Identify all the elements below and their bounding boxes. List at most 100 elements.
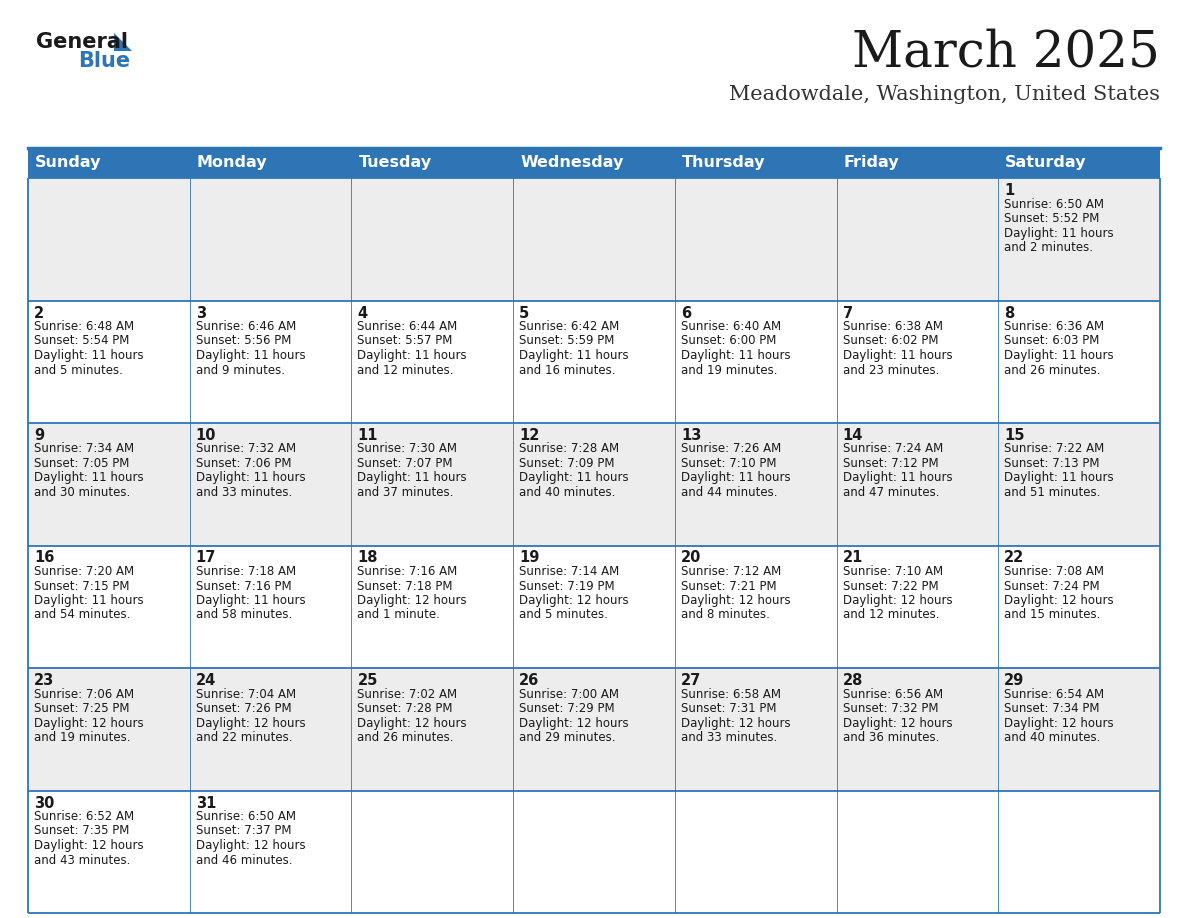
- Text: Daylight: 11 hours: Daylight: 11 hours: [842, 472, 953, 485]
- Text: 20: 20: [681, 551, 701, 565]
- Bar: [190, 790, 352, 913]
- Text: and 43 minutes.: and 43 minutes.: [34, 854, 131, 867]
- Text: Daylight: 12 hours: Daylight: 12 hours: [358, 717, 467, 730]
- Text: Sunrise: 6:50 AM: Sunrise: 6:50 AM: [1004, 197, 1105, 210]
- Text: Daylight: 12 hours: Daylight: 12 hours: [1004, 594, 1114, 607]
- Text: Sunset: 7:26 PM: Sunset: 7:26 PM: [196, 702, 291, 715]
- Text: Sunrise: 7:16 AM: Sunrise: 7:16 AM: [358, 565, 457, 578]
- Text: Sunrise: 7:30 AM: Sunrise: 7:30 AM: [358, 442, 457, 455]
- Text: Daylight: 11 hours: Daylight: 11 hours: [519, 472, 628, 485]
- Text: 24: 24: [196, 673, 216, 688]
- Text: Friday: Friday: [843, 155, 899, 171]
- Text: Daylight: 11 hours: Daylight: 11 hours: [681, 472, 790, 485]
- Text: and 40 minutes.: and 40 minutes.: [519, 486, 615, 499]
- Text: Daylight: 12 hours: Daylight: 12 hours: [1004, 717, 1114, 730]
- Text: and 12 minutes.: and 12 minutes.: [842, 609, 939, 621]
- Text: Sunset: 7:34 PM: Sunset: 7:34 PM: [1004, 702, 1100, 715]
- Text: Sunrise: 7:04 AM: Sunrise: 7:04 AM: [196, 688, 296, 700]
- Text: and 33 minutes.: and 33 minutes.: [196, 486, 292, 499]
- Bar: [675, 300, 836, 423]
- Text: and 23 minutes.: and 23 minutes.: [842, 364, 939, 376]
- Text: 16: 16: [34, 551, 55, 565]
- Bar: [29, 668, 190, 790]
- Text: and 33 minutes.: and 33 minutes.: [681, 731, 777, 744]
- Text: Sunrise: 7:32 AM: Sunrise: 7:32 AM: [196, 442, 296, 455]
- Text: 12: 12: [519, 428, 539, 443]
- Text: Sunset: 7:05 PM: Sunset: 7:05 PM: [34, 457, 129, 470]
- Bar: [675, 545, 836, 668]
- Text: 15: 15: [1004, 428, 1025, 443]
- Text: Sunset: 7:18 PM: Sunset: 7:18 PM: [358, 579, 453, 592]
- Text: Sunset: 7:35 PM: Sunset: 7:35 PM: [34, 824, 129, 837]
- Text: and 5 minutes.: and 5 minutes.: [519, 609, 608, 621]
- Bar: [513, 790, 675, 913]
- Bar: [29, 300, 190, 423]
- Text: Daylight: 11 hours: Daylight: 11 hours: [34, 594, 144, 607]
- Text: Daylight: 11 hours: Daylight: 11 hours: [1004, 227, 1114, 240]
- Text: 14: 14: [842, 428, 862, 443]
- Text: Sunrise: 7:28 AM: Sunrise: 7:28 AM: [519, 442, 619, 455]
- Text: Sunrise: 7:12 AM: Sunrise: 7:12 AM: [681, 565, 781, 578]
- Text: Sunset: 5:56 PM: Sunset: 5:56 PM: [196, 334, 291, 348]
- Text: Saturday: Saturday: [1005, 155, 1087, 171]
- Bar: [513, 178, 675, 300]
- Text: and 16 minutes.: and 16 minutes.: [519, 364, 615, 376]
- Text: Sunset: 7:25 PM: Sunset: 7:25 PM: [34, 702, 129, 715]
- Text: and 8 minutes.: and 8 minutes.: [681, 609, 770, 621]
- Text: Daylight: 12 hours: Daylight: 12 hours: [196, 717, 305, 730]
- Text: Sunset: 5:57 PM: Sunset: 5:57 PM: [358, 334, 453, 348]
- Text: Daylight: 11 hours: Daylight: 11 hours: [1004, 349, 1114, 362]
- Text: Daylight: 11 hours: Daylight: 11 hours: [1004, 472, 1114, 485]
- Text: Sunrise: 6:44 AM: Sunrise: 6:44 AM: [358, 320, 457, 333]
- Text: Daylight: 12 hours: Daylight: 12 hours: [519, 717, 628, 730]
- Text: Sunset: 7:37 PM: Sunset: 7:37 PM: [196, 824, 291, 837]
- Text: and 58 minutes.: and 58 minutes.: [196, 609, 292, 621]
- Text: Sunrise: 6:36 AM: Sunrise: 6:36 AM: [1004, 320, 1105, 333]
- Text: Daylight: 12 hours: Daylight: 12 hours: [196, 839, 305, 852]
- Bar: [998, 178, 1159, 300]
- Text: Daylight: 11 hours: Daylight: 11 hours: [519, 349, 628, 362]
- Text: and 54 minutes.: and 54 minutes.: [34, 609, 131, 621]
- Text: and 22 minutes.: and 22 minutes.: [196, 731, 292, 744]
- Bar: [29, 545, 190, 668]
- Text: 19: 19: [519, 551, 539, 565]
- Text: and 51 minutes.: and 51 minutes.: [1004, 486, 1100, 499]
- Bar: [836, 300, 998, 423]
- Bar: [29, 178, 190, 300]
- Text: and 30 minutes.: and 30 minutes.: [34, 486, 131, 499]
- Text: and 44 minutes.: and 44 minutes.: [681, 486, 777, 499]
- Bar: [190, 178, 352, 300]
- Text: Sunrise: 6:56 AM: Sunrise: 6:56 AM: [842, 688, 943, 700]
- Bar: [513, 545, 675, 668]
- Text: Sunrise: 6:46 AM: Sunrise: 6:46 AM: [196, 320, 296, 333]
- Bar: [352, 668, 513, 790]
- Bar: [998, 790, 1159, 913]
- Text: Thursday: Thursday: [682, 155, 765, 171]
- Text: Sunset: 6:00 PM: Sunset: 6:00 PM: [681, 334, 776, 348]
- Text: Sunrise: 6:54 AM: Sunrise: 6:54 AM: [1004, 688, 1105, 700]
- Text: Daylight: 11 hours: Daylight: 11 hours: [34, 349, 144, 362]
- Text: Daylight: 12 hours: Daylight: 12 hours: [358, 594, 467, 607]
- Text: Sunset: 7:09 PM: Sunset: 7:09 PM: [519, 457, 614, 470]
- Bar: [29, 423, 190, 545]
- Text: 1: 1: [1004, 183, 1015, 198]
- Text: and 29 minutes.: and 29 minutes.: [519, 731, 615, 744]
- Bar: [675, 790, 836, 913]
- Text: 28: 28: [842, 673, 862, 688]
- Text: 5: 5: [519, 306, 530, 320]
- Bar: [513, 423, 675, 545]
- Bar: [836, 178, 998, 300]
- Text: and 9 minutes.: and 9 minutes.: [196, 364, 285, 376]
- Text: 4: 4: [358, 306, 367, 320]
- Text: Sunrise: 7:24 AM: Sunrise: 7:24 AM: [842, 442, 943, 455]
- Text: Sunset: 7:06 PM: Sunset: 7:06 PM: [196, 457, 291, 470]
- Text: 7: 7: [842, 306, 853, 320]
- Text: Sunrise: 6:42 AM: Sunrise: 6:42 AM: [519, 320, 619, 333]
- Text: and 2 minutes.: and 2 minutes.: [1004, 241, 1093, 254]
- Polygon shape: [114, 33, 132, 51]
- Text: Sunset: 7:29 PM: Sunset: 7:29 PM: [519, 702, 614, 715]
- Text: Daylight: 11 hours: Daylight: 11 hours: [196, 594, 305, 607]
- Text: Daylight: 12 hours: Daylight: 12 hours: [842, 717, 953, 730]
- Text: and 47 minutes.: and 47 minutes.: [842, 486, 939, 499]
- Text: 10: 10: [196, 428, 216, 443]
